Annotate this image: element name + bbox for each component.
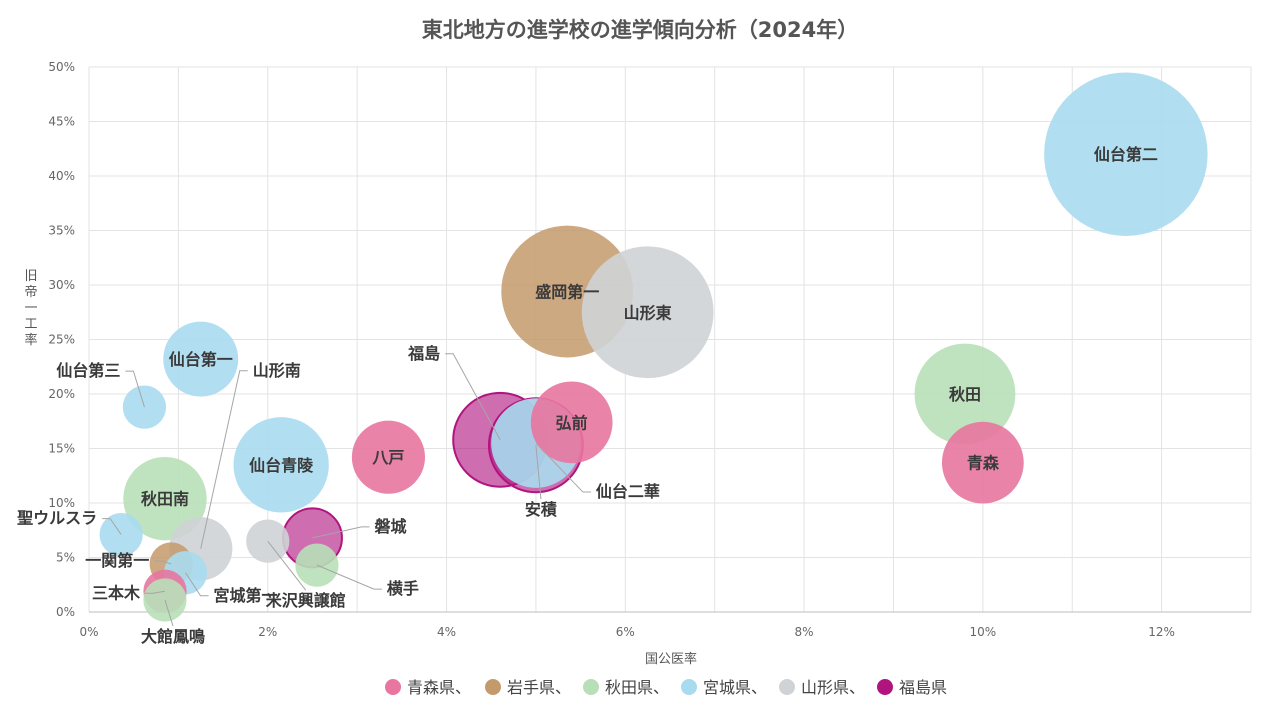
legend: 青森県、 岩手県、 秋田県、 宮城県、 山形県、 福島県	[385, 678, 947, 697]
bubble-label: 山形南	[253, 361, 301, 380]
legend-marker	[877, 679, 893, 695]
leader-line	[164, 599, 174, 627]
y-tick-label: 15%	[48, 442, 75, 456]
bubble	[163, 321, 239, 397]
bubble-label: 横手	[387, 579, 419, 598]
legend-label: 岩手県、	[507, 678, 571, 697]
x-tick-label: 0%	[79, 625, 98, 639]
bubble-label: 磐城	[373, 517, 406, 536]
chart-title: 東北地方の進学校の進学傾向分析（2024年）	[421, 18, 859, 42]
leader-line	[445, 353, 501, 441]
bubble-label: 三本木	[92, 583, 141, 602]
bubble-label: 仙台第二	[1094, 145, 1158, 164]
bubble	[295, 543, 339, 587]
legend-label: 山形県、	[801, 678, 865, 697]
bubble	[233, 417, 329, 513]
leader-line	[535, 445, 542, 500]
x-tick-label: 2%	[258, 625, 277, 639]
x-tick-label: 8%	[795, 625, 814, 639]
bubble-label: 仙台第一	[169, 350, 233, 369]
bubble-label: 福島	[407, 344, 440, 363]
y-tick-label: 35%	[48, 224, 75, 238]
bubble-label: 秋田南	[141, 490, 189, 509]
bubble	[1044, 72, 1208, 236]
bubble-label: 仙台第三	[56, 361, 120, 380]
legend-label: 宮城県、	[703, 678, 767, 697]
x-tick-label: 10%	[970, 625, 997, 639]
legend-label: 福島県	[899, 678, 947, 697]
axis-ticks: 0% 5% 10% 15% 20% 25% 30% 35% 40% 45% 50% 0% 2% 4% 6% 8…	[48, 60, 1175, 639]
leader-line	[185, 572, 209, 597]
bubble-label: 青森	[967, 454, 1000, 473]
legend-marker	[485, 679, 501, 695]
bubbles	[99, 72, 1208, 622]
bubble	[351, 420, 425, 494]
y-tick-label: 30%	[48, 278, 75, 292]
bubble	[941, 421, 1024, 504]
bubble-label: 弘前	[556, 413, 588, 432]
bubble-label: 八戸	[371, 448, 404, 467]
y-tick-label: 10%	[48, 496, 75, 510]
bubble	[530, 381, 613, 464]
legend-label: 秋田県、	[605, 678, 669, 697]
y-tick-label: 5%	[56, 551, 75, 565]
leader-line	[535, 442, 591, 493]
bubble-label: 仙台青陵	[249, 456, 314, 475]
x-tick-label: 4%	[437, 625, 456, 639]
leader-line	[316, 564, 382, 590]
bubble-label: 宮城第一	[214, 586, 278, 605]
x-tick-label: 12%	[1148, 625, 1175, 639]
bubble	[581, 246, 714, 379]
legend-marker	[583, 679, 599, 695]
bubble-label: 秋田	[949, 385, 981, 404]
bubble-label: 山形東	[624, 303, 672, 322]
leader-line	[125, 370, 145, 408]
leader-line	[312, 526, 370, 539]
bubble-label: 大館鳳鳴	[141, 627, 205, 646]
bubble-label: 米沢興譲館	[266, 591, 346, 610]
y-tick-label: 20%	[48, 387, 75, 401]
y-tick-label: 45%	[48, 115, 75, 129]
leader-line	[102, 518, 122, 535]
legend-marker	[779, 679, 795, 695]
bubble-label: 盛岡第一	[535, 283, 599, 302]
x-tick-label: 6%	[616, 625, 635, 639]
x-axis-title: 国公医率	[645, 651, 697, 667]
legend-marker	[385, 679, 401, 695]
bubble	[123, 456, 207, 541]
gridlines	[88, 66, 1252, 613]
axis-titles: 国公医率 旧帝一工率	[24, 269, 697, 667]
y-axis-title: 旧帝一工率	[24, 269, 37, 348]
bubble	[914, 343, 1016, 445]
y-tick-label: 50%	[48, 60, 75, 74]
y-tick-label: 0%	[56, 605, 75, 619]
leader-line	[267, 540, 307, 591]
y-tick-label: 25%	[48, 333, 75, 347]
bubble-label: 聖ウルスラ	[17, 509, 97, 528]
bubble-label: 仙台二華	[596, 482, 660, 501]
leader-line	[154, 560, 172, 565]
y-tick-label: 40%	[48, 169, 75, 183]
leader-lines	[102, 353, 591, 627]
leader-line	[144, 590, 166, 594]
legend-label: 青森県、	[407, 678, 471, 697]
leader-line	[200, 370, 248, 549]
legend-marker	[681, 679, 697, 695]
bubble-label: 安積	[525, 500, 558, 519]
bubble-label: 一関第一	[85, 551, 149, 570]
